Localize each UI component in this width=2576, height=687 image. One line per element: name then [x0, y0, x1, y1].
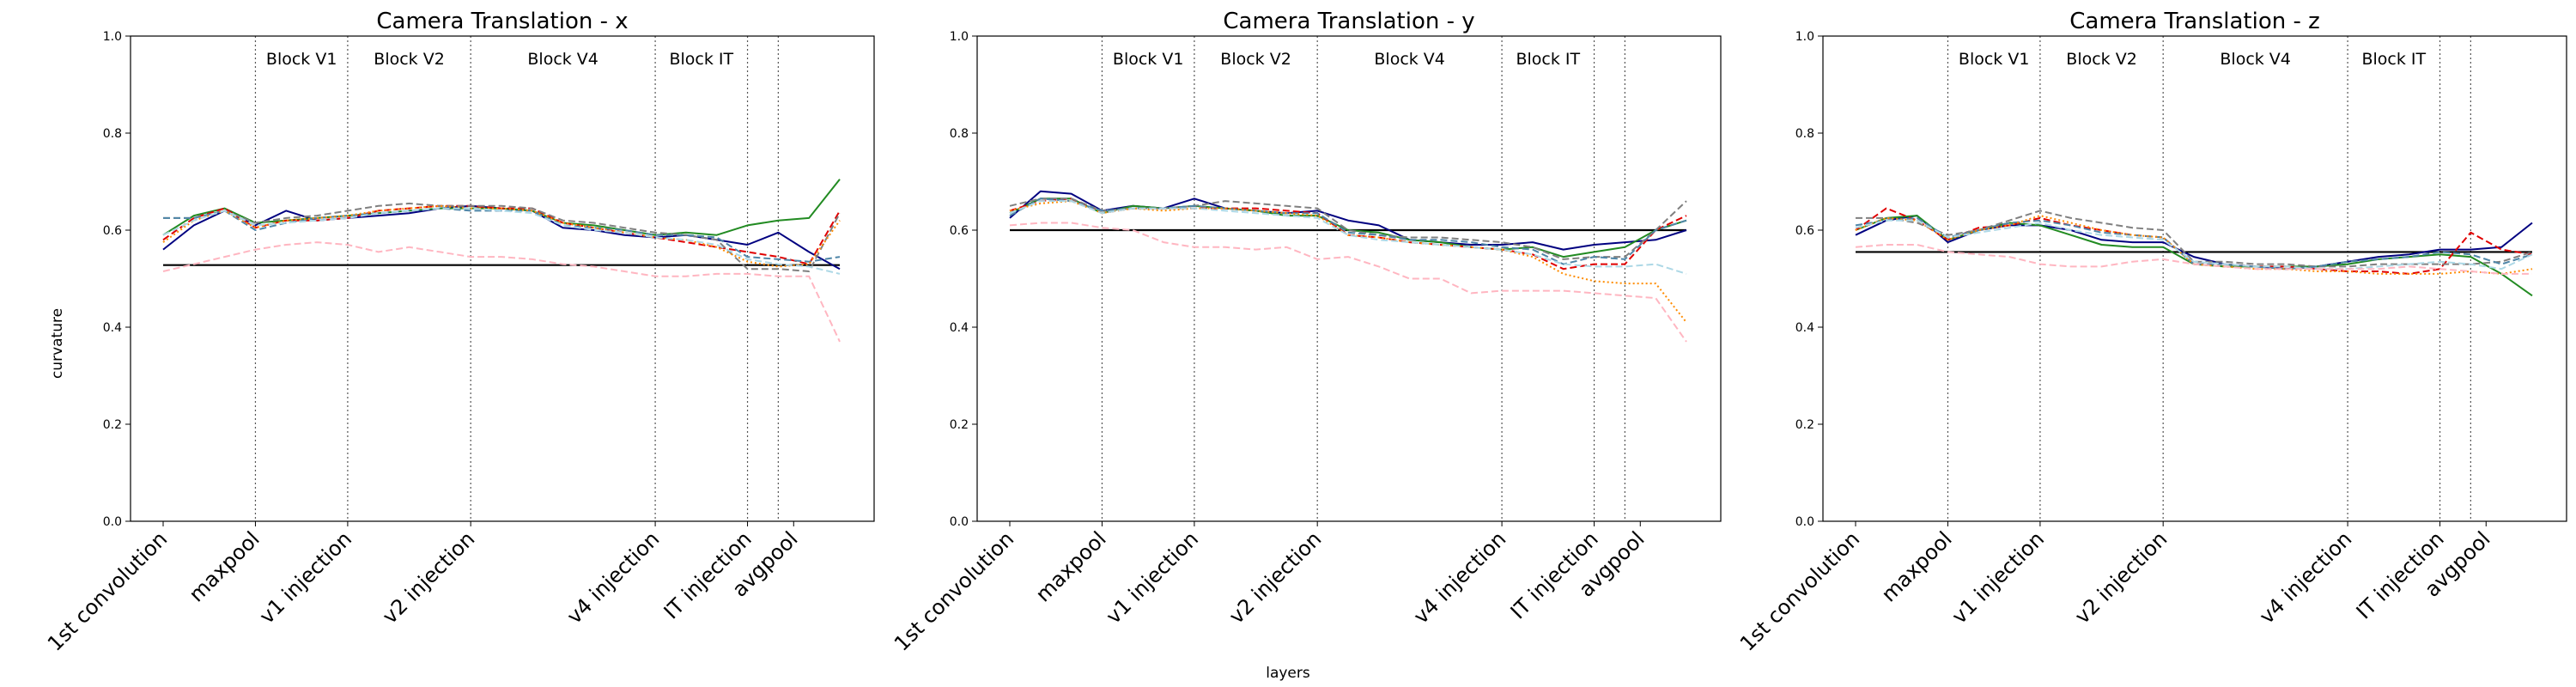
- chart-title: Camera Translation - x: [376, 9, 628, 34]
- y-tick-label: 0.2: [1795, 418, 1814, 432]
- y-tick-label: 0.6: [1795, 224, 1814, 238]
- series-line-5: [163, 207, 841, 263]
- block-label: Block V1: [1113, 50, 1184, 69]
- y-tick-label: 0.0: [103, 515, 122, 529]
- x-tick-label: 1st convolution: [890, 526, 1018, 655]
- block-label: Block V4: [2220, 50, 2291, 69]
- figure-ylabel: curvature: [49, 308, 66, 379]
- series-line-8: [162, 241, 841, 343]
- block-label: Block V2: [374, 50, 445, 69]
- series-line-8: [1009, 222, 1687, 343]
- chart-panel-3: Camera Translation - z 0.0 0.2 0.4 0.6 0.8 1.0…: [1735, 9, 2567, 656]
- y-tick-label: 0.6: [950, 224, 969, 238]
- block-label: Block V2: [1220, 50, 1291, 69]
- series-line-6: [162, 204, 841, 268]
- block-label: Block IT: [1516, 50, 1580, 69]
- series-line-4: [163, 202, 841, 272]
- series-line-7: [1855, 219, 2533, 271]
- series-line-5: [1855, 216, 2533, 271]
- series-line-6: [1855, 215, 2533, 275]
- x-tick-label: v1 injection: [255, 526, 357, 629]
- x-tick-label: 1st convolution: [43, 526, 172, 655]
- series-line-7: [162, 207, 841, 275]
- y-tick-label: 0.8: [1795, 127, 1814, 141]
- block-label: Block V4: [1374, 50, 1445, 69]
- chart-title: Camera Translation - y: [1223, 9, 1474, 34]
- plot-frame: [976, 35, 1722, 522]
- series-line-6: [1009, 200, 1687, 324]
- y-tick-label: 0.4: [1795, 321, 1814, 335]
- x-tick-label: maxpool: [1877, 526, 1957, 606]
- y-tick-label: 0.2: [950, 418, 969, 432]
- series-line-2: [1009, 198, 1687, 258]
- plot-frame: [130, 35, 875, 522]
- chart-panel-1: Camera Translation - x 0.0 0.2 0.4 0.6 0.8 1.0…: [43, 9, 875, 656]
- block-label: Block IT: [669, 50, 733, 69]
- series-line-8: [1855, 244, 2532, 275]
- block-label: Block IT: [2361, 50, 2426, 69]
- series-line-4: [1009, 198, 1687, 260]
- y-tick-label: 1.0: [103, 30, 122, 44]
- series-line-1: [1009, 190, 1687, 251]
- x-tick-label: v2 injection: [2070, 526, 2172, 629]
- block-label: Block V1: [1959, 50, 2030, 69]
- block-label: Block V2: [2066, 50, 2137, 69]
- y-tick-label: 1.0: [1795, 30, 1814, 44]
- plot-frame: [1822, 35, 2567, 522]
- x-tick-label: v2 injection: [1224, 526, 1327, 629]
- y-tick-label: 0.6: [103, 224, 122, 238]
- chart-panels: Camera Translation - x 0.0 0.2 0.4 0.6 0.8 1.0…: [43, 9, 2567, 656]
- chart-title: Camera Translation - z: [2069, 9, 2320, 34]
- chart-panel-2: Camera Translation - y 0.0 0.2 0.4 0.6 0.8 1.0…: [890, 9, 1722, 656]
- x-tick-label: v1 injection: [1947, 526, 2050, 629]
- y-tick-label: 0.8: [950, 127, 969, 141]
- y-tick-label: 0.0: [950, 515, 969, 529]
- y-tick-label: 0.8: [103, 127, 122, 141]
- y-tick-label: 0.2: [103, 418, 122, 432]
- figure-xlabel: layers: [1266, 665, 1310, 682]
- y-tick-label: 0.0: [1795, 515, 1814, 529]
- x-tick-label: v4 injection: [2255, 526, 2357, 629]
- x-tick-label: maxpool: [185, 526, 264, 606]
- y-tick-label: 0.4: [103, 321, 122, 335]
- x-tick-label: v4 injection: [1409, 526, 1511, 629]
- y-tick-label: 1.0: [950, 30, 969, 44]
- x-tick-label: v1 injection: [1102, 526, 1204, 629]
- x-tick-label: v4 injection: [562, 526, 665, 629]
- series-line-2: [1855, 215, 2533, 297]
- block-label: Block V1: [266, 50, 337, 69]
- x-tick-label: v2 injection: [378, 526, 480, 629]
- y-tick-label: 0.4: [950, 321, 969, 335]
- block-label: Block V4: [527, 50, 598, 69]
- series-line-7: [1009, 200, 1687, 275]
- series-line-2: [162, 179, 841, 236]
- x-tick-label: maxpool: [1031, 526, 1111, 606]
- x-tick-label: 1st convolution: [1735, 526, 1864, 655]
